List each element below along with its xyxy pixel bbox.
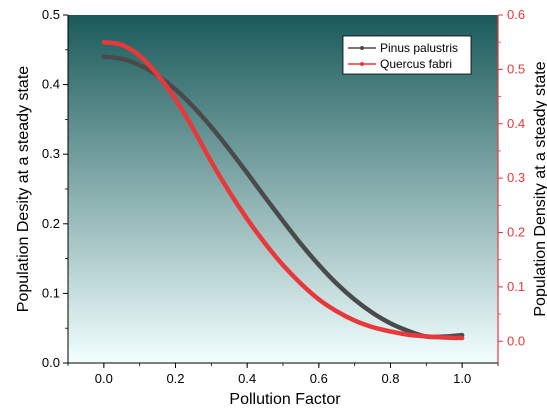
left-y-axis-title: Population Desity at a steady state [15, 66, 32, 312]
legend-box [342, 35, 472, 75]
legend-item-series-1: Pinus palustris [348, 41, 458, 55]
y-right-tick-label: 0.3 [507, 170, 525, 185]
x-tick-label: 0.6 [310, 371, 328, 386]
y-left-tick-label: 0.4 [42, 77, 60, 92]
series-layer [101, 39, 465, 341]
y-right-tick-label: 0.4 [507, 116, 525, 131]
legend-marker-series-2 [360, 62, 364, 66]
x-tick-label: 0.8 [381, 371, 399, 386]
legend-label-series-2: Quercus fabri [380, 57, 452, 71]
legend-marker-series-1 [360, 46, 364, 50]
x-axis-title: Pollution Factor [229, 391, 341, 408]
right-y-axis-title: Population Density at a steady state [532, 61, 547, 316]
y-left-ticks: 0.0 0.1 0.2 0.3 0.4 0.5 [42, 7, 68, 370]
x-tick-label: 0.4 [238, 371, 256, 386]
x-tick-label: 1.0 [453, 371, 471, 386]
y-left-tick-label: 0.5 [42, 7, 60, 22]
y-right-tick-label: 0.6 [507, 7, 525, 22]
legend-item-series-2: Quercus fabri [348, 57, 452, 71]
y-left-tick-label: 0.3 [42, 146, 60, 161]
x-tick-label: 0.2 [166, 371, 184, 386]
y-left-tick-label: 0.2 [42, 216, 60, 231]
x-ticks: 0.0 0.2 0.4 0.6 0.8 1.0 [67, 363, 499, 386]
y-right-ticks: 0.0 0.1 0.2 0.3 0.4 0.5 0.6 [498, 7, 525, 348]
y-right-tick-label: 0.5 [507, 61, 525, 76]
y-right-tick-label: 0.0 [507, 333, 525, 348]
legend: Pinus palustris Quercus fabri [342, 35, 472, 75]
x-tick-label: 0.0 [95, 371, 113, 386]
y-right-tick-label: 0.1 [507, 279, 525, 294]
legend-label-series-1: Pinus palustris [380, 41, 458, 55]
y-right-tick-label: 0.2 [507, 225, 525, 240]
y-left-tick-label: 0.1 [42, 285, 60, 300]
y-left-tick-label: 0.0 [42, 355, 60, 370]
series-line-2 [101, 39, 465, 341]
